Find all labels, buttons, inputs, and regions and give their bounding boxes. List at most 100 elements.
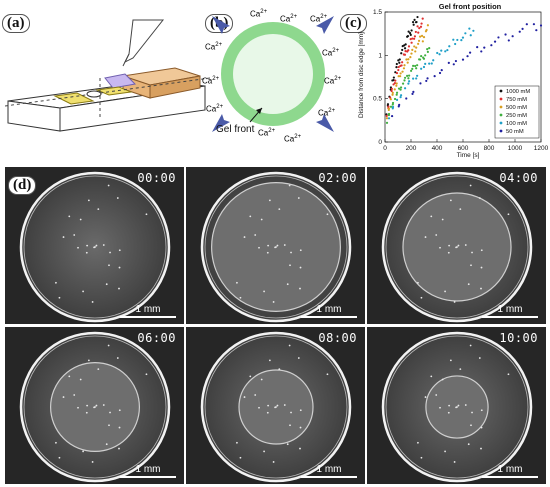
data-point [397, 65, 400, 69]
ion-label: Ca2+ [206, 104, 224, 114]
data-point [426, 48, 429, 51]
data-point [461, 36, 465, 39]
scale-bar-line [482, 476, 538, 478]
data-point [438, 71, 442, 75]
data-point [418, 26, 421, 30]
legend-label: 250 mM [506, 113, 527, 119]
data-point [395, 62, 398, 66]
data-point [464, 32, 467, 35]
data-point [401, 61, 404, 64]
data-point [407, 58, 410, 61]
data-point [490, 44, 493, 47]
x-tick-label: 1000 [508, 145, 523, 152]
data-point [390, 87, 393, 90]
data-point [413, 35, 417, 38]
data-point [454, 59, 458, 63]
legend-label: 100 mM [506, 121, 527, 127]
data-point [409, 38, 412, 41]
data-point [425, 28, 428, 32]
data-point [399, 72, 402, 75]
x-tick-label: 0 [383, 145, 387, 152]
data-point [440, 69, 443, 72]
data-point [399, 96, 402, 99]
scale-bar: 1 mm [120, 304, 176, 318]
micrograph [5, 167, 184, 324]
microscopy-frame: 02:00 1 mm [186, 167, 365, 324]
data-point [415, 67, 418, 70]
data-point [395, 82, 398, 85]
data-point [466, 55, 469, 58]
gel-front-label: Gel front [216, 124, 255, 135]
data-point [414, 30, 417, 34]
chart-xlabel: Time [s] [457, 152, 480, 159]
micrograph [5, 327, 184, 484]
data-point [392, 76, 395, 79]
timestamp: 08:00 [318, 331, 357, 345]
chart-title: Gel front position [439, 2, 502, 11]
series-500-mM [385, 24, 429, 120]
influx-arrow-tl [212, 16, 230, 34]
data-point [392, 83, 395, 86]
data-point [497, 36, 500, 39]
data-point [426, 50, 429, 53]
data-point [405, 97, 408, 100]
data-point [424, 62, 427, 66]
influx-arrow-br [316, 114, 334, 132]
scale-bar-line [482, 316, 538, 318]
data-point [391, 107, 394, 110]
data-point [480, 50, 483, 53]
data-point [395, 71, 399, 75]
micrograph [367, 327, 546, 484]
data-point [397, 68, 400, 72]
legend-label: 1000 mM [506, 89, 530, 95]
data-point [399, 94, 403, 97]
data-point [400, 52, 403, 55]
gel-front-chart: Gel front position Distance from disc ed… [358, 2, 549, 159]
panel-label-d: (d) [8, 176, 37, 195]
data-point [440, 49, 443, 52]
data-point [430, 62, 433, 65]
data-point [411, 67, 414, 70]
data-point [404, 50, 407, 53]
data-point [532, 23, 536, 26]
data-point [410, 29, 413, 32]
data-point [417, 31, 420, 34]
microscopy-frame: 04:00 1 mm [367, 167, 546, 324]
data-point [394, 79, 397, 82]
data-point [417, 42, 420, 45]
y-tick-label: 1 [378, 52, 382, 59]
x-tick-label: 600 [458, 145, 469, 152]
legend-marker [499, 97, 503, 101]
scale-bar-label: 1 mm [497, 304, 523, 315]
data-point [447, 61, 450, 65]
data-point [428, 47, 431, 50]
scale-bar-line [120, 476, 176, 478]
data-point [472, 29, 475, 32]
ion-label: Ca2+ [284, 134, 302, 144]
timestamp: 02:00 [318, 171, 357, 185]
data-point [452, 38, 455, 41]
ion-label: Ca2+ [322, 48, 340, 58]
data-point [415, 20, 418, 24]
timestamp: 04:00 [499, 171, 538, 185]
legend-label: 50 mM [506, 129, 524, 135]
pipette [123, 19, 165, 64]
legend-marker [499, 121, 503, 125]
data-point [387, 108, 390, 112]
data-point [410, 69, 413, 72]
data-point [407, 45, 411, 48]
gel-disc-diagram: Ca2+ Ca2+ Ca2+ Ca2+ Ca2+ Ca2+ Ca2+ Ca2+ … [200, 4, 350, 154]
data-point [469, 34, 472, 37]
series-250-mM [385, 47, 431, 124]
panel-label-c: (c) [340, 14, 367, 33]
spacer-left [53, 92, 95, 105]
data-point [406, 34, 410, 38]
data-point [539, 24, 543, 27]
data-point [387, 113, 390, 117]
microscopy-frame: 10:00 1 mm [367, 327, 546, 484]
flow-cell-illustration [5, 19, 210, 132]
scale-bar: 1 mm [301, 464, 357, 478]
scale-bar: 1 mm [301, 304, 357, 318]
data-point [399, 88, 402, 91]
data-point [407, 77, 410, 80]
